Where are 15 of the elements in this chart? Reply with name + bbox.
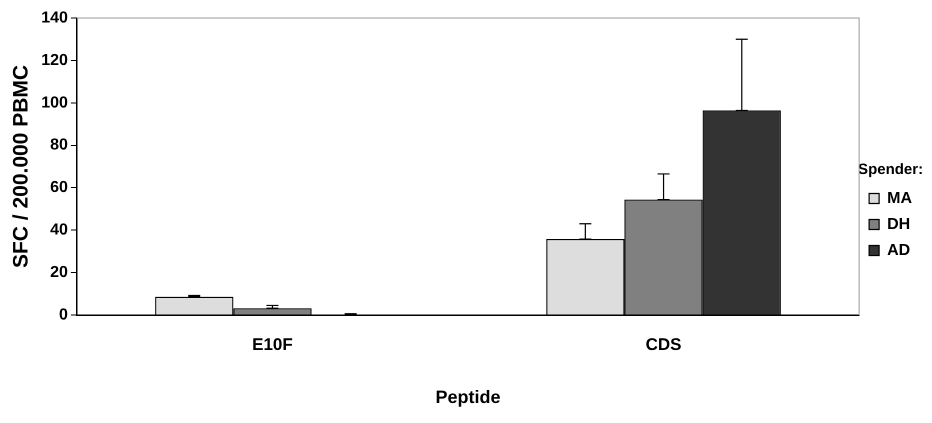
legend-label: MA [887, 190, 912, 207]
y-tick-label: 60 [50, 179, 68, 196]
y-tick-label: 80 [50, 136, 68, 154]
y-tick-label: 140 [41, 9, 68, 26]
y-tick-label: 0 [58, 306, 68, 324]
y-tick-label: 100 [41, 94, 68, 112]
x-tick-label: CDS [646, 334, 682, 354]
y-tick-label: 20 [50, 264, 68, 281]
legend-label: AD [887, 242, 910, 259]
y-tick-label: 40 [50, 222, 68, 239]
y-axis-title: SFC / 200.000 PBMC [9, 64, 32, 268]
y-tick-label: 120 [41, 52, 68, 69]
legend-label: DH [887, 216, 910, 233]
x-tick-label: E10F [252, 334, 293, 354]
x-axis-title: Peptide [436, 387, 501, 408]
